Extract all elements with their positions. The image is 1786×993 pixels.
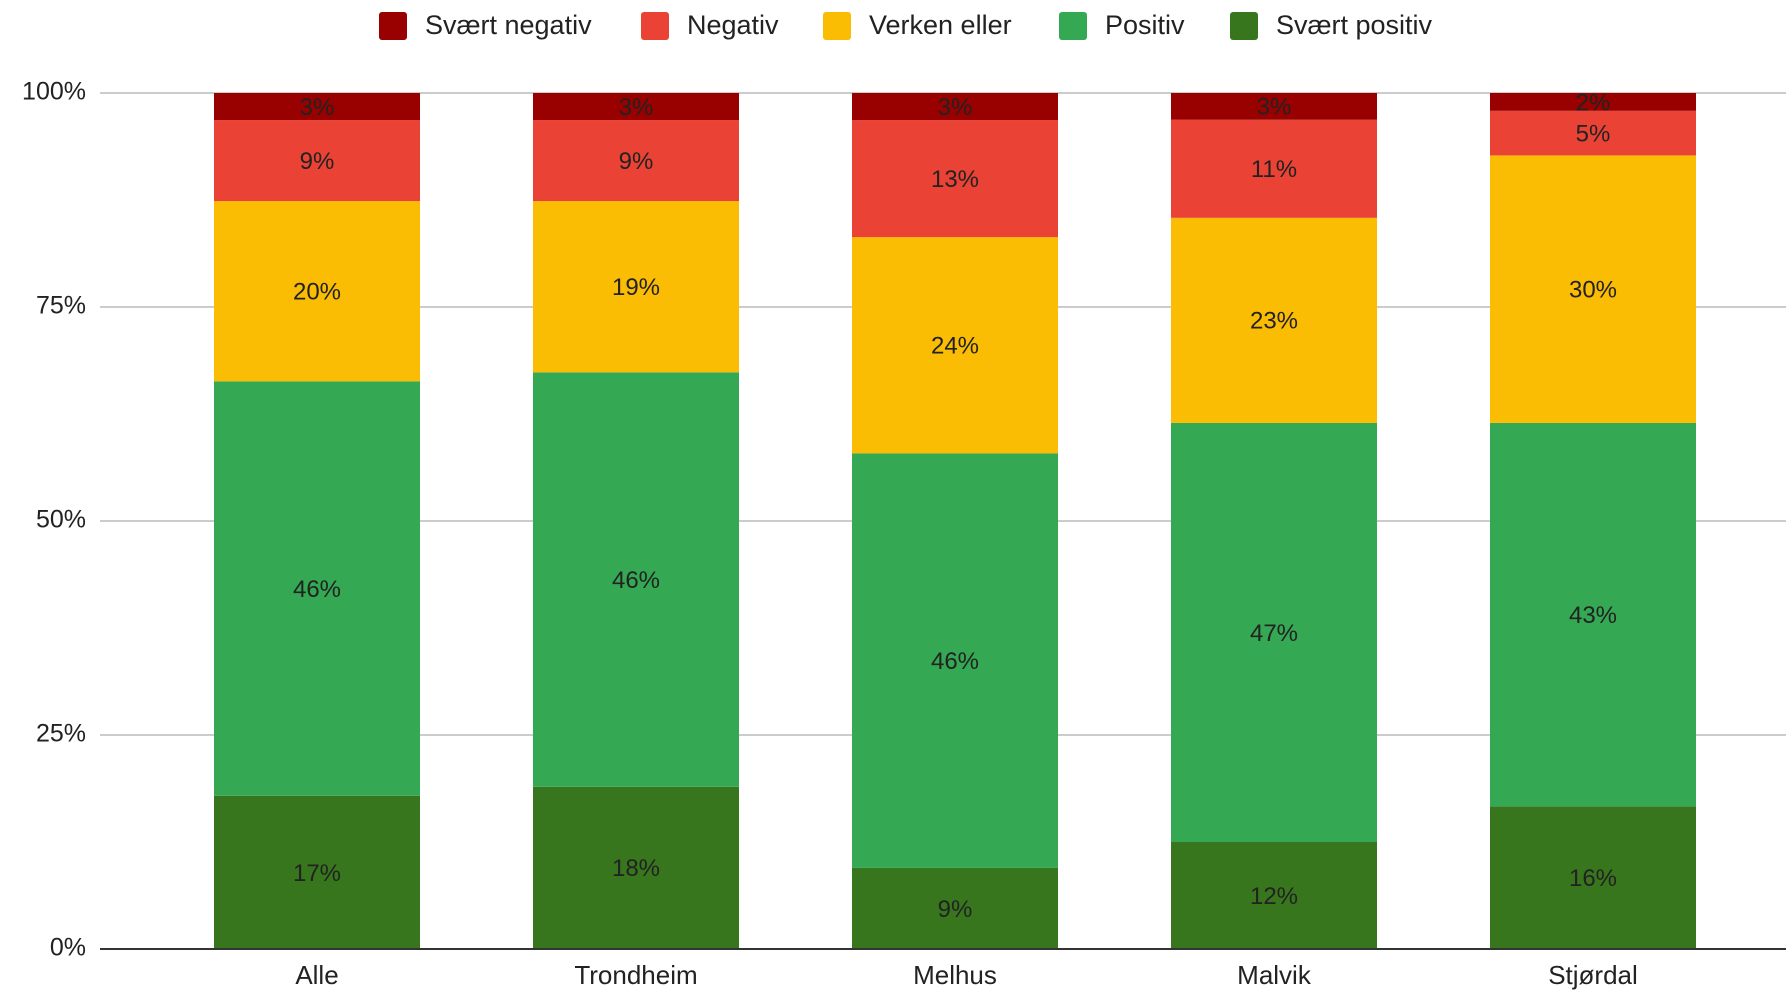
- bar-segment: [852, 120, 1058, 238]
- legend-label: Svært positiv: [1276, 10, 1433, 40]
- bar-segment: [214, 93, 420, 121]
- bar-segment: [1490, 93, 1696, 111]
- bar-segment: [214, 381, 420, 796]
- data-label: 11%: [1251, 156, 1297, 183]
- x-tick-label: Stjørdal: [1548, 960, 1638, 990]
- y-tick-label: 25%: [36, 720, 86, 748]
- bar-segment: [1490, 422, 1696, 807]
- data-label: 30%: [1569, 277, 1617, 304]
- legend-label: Svært negativ: [425, 10, 592, 40]
- bar-segment: [533, 201, 739, 373]
- legend-label: Verken eller: [869, 10, 1012, 40]
- legend-swatch: [1230, 12, 1258, 40]
- y-tick-label: 0%: [50, 934, 86, 962]
- data-label: 3%: [300, 94, 335, 121]
- y-tick-label: 100%: [22, 78, 86, 106]
- bar-segment: [852, 237, 1058, 454]
- legend-swatch: [823, 12, 851, 40]
- data-label: 18%: [612, 855, 660, 882]
- legend-label: Positiv: [1105, 10, 1185, 40]
- data-label: 13%: [931, 166, 979, 193]
- data-label: 9%: [619, 148, 654, 175]
- data-label: 12%: [1250, 883, 1298, 910]
- x-tick-label: Melhus: [913, 960, 997, 990]
- x-tick-label: Alle: [295, 960, 338, 990]
- y-tick-label: 50%: [36, 506, 86, 534]
- data-label: 19%: [612, 274, 660, 301]
- x-tick-label: Trondheim: [574, 960, 697, 990]
- bar-segment: [1171, 119, 1377, 218]
- bar-segment: [852, 453, 1058, 868]
- data-label: 23%: [1250, 308, 1298, 335]
- data-label: 5%: [1576, 120, 1611, 147]
- bar-segment: [533, 93, 739, 121]
- data-label: 47%: [1250, 620, 1298, 647]
- bar-segment: [533, 120, 739, 202]
- bar-segment: [214, 201, 420, 382]
- bar-segment: [852, 93, 1058, 121]
- data-label: 20%: [293, 279, 341, 306]
- data-label: 3%: [938, 94, 973, 121]
- data-label: 46%: [612, 567, 660, 594]
- bar-segment: [1490, 110, 1696, 156]
- bar-segment: [1171, 217, 1377, 423]
- bar-segment: [533, 372, 739, 787]
- data-label: 46%: [293, 576, 341, 603]
- data-label: 2%: [1576, 89, 1611, 116]
- x-tick-label: Malvik: [1237, 960, 1312, 990]
- data-label: 9%: [300, 148, 335, 175]
- legend-swatch: [1059, 12, 1087, 40]
- y-tick-label: 75%: [36, 292, 86, 320]
- bar-segment: [1490, 155, 1696, 423]
- bar-segment: [1171, 93, 1377, 120]
- data-label: 43%: [1569, 602, 1617, 629]
- data-label: 16%: [1569, 865, 1617, 892]
- data-label: 24%: [931, 333, 979, 360]
- bar-segment: [852, 867, 1058, 949]
- data-label: 17%: [293, 860, 341, 887]
- data-label: 46%: [931, 648, 979, 675]
- data-label: 3%: [619, 94, 654, 121]
- bar-segment: [1490, 806, 1696, 949]
- data-label: 3%: [1257, 94, 1292, 121]
- legend-swatch: [641, 12, 669, 40]
- data-label: 9%: [938, 896, 973, 923]
- bar-segment: [214, 120, 420, 202]
- legend-swatch: [379, 12, 407, 40]
- bar-segment: [533, 786, 739, 949]
- legend-label: Negativ: [687, 10, 779, 40]
- bar-segment: [214, 795, 420, 949]
- bar-segment: [1171, 422, 1377, 842]
- bar-segment: [1171, 842, 1377, 949]
